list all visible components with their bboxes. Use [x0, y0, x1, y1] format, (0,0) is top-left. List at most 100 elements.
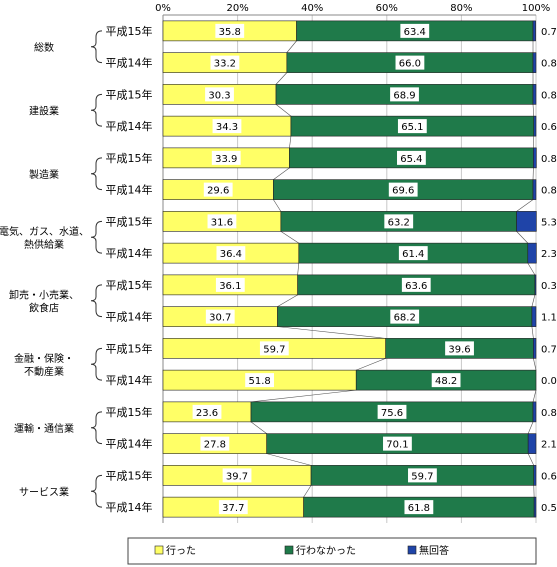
- group-label: 製造業: [29, 168, 59, 181]
- value-label: 0.8: [541, 90, 557, 101]
- value-label-bg: [397, 119, 427, 134]
- group-brace: [90, 157, 103, 191]
- value-label-bg: [212, 119, 242, 134]
- value-label: 0.7: [541, 27, 557, 38]
- value-label-bg: [222, 468, 252, 483]
- bar-segment: [532, 401, 537, 423]
- value-label: 68.9: [393, 90, 415, 101]
- value-label: 30.7: [209, 313, 231, 324]
- bar-segment: [532, 84, 537, 105]
- bar-segment: [534, 274, 537, 296]
- connector-line: [289, 136, 292, 148]
- value-label-bg: [539, 309, 557, 324]
- value-label-bg: [205, 87, 234, 102]
- value-label: 39.6: [448, 344, 470, 355]
- value-label-bg: [408, 468, 437, 483]
- value-label: 1.1: [541, 313, 557, 324]
- group-label: 建設業: [29, 104, 59, 117]
- value-label-bg: [539, 373, 557, 388]
- value-label-bg: [377, 404, 407, 419]
- legend: 行った 行わなかった 無回答: [127, 537, 537, 565]
- value-label: 0.8: [541, 408, 557, 419]
- value-label-bg: [215, 23, 245, 38]
- value-label-bg: [384, 214, 414, 229]
- bar-segment: [532, 179, 537, 200]
- value-label-bg: [398, 246, 428, 261]
- value-label-bg: [210, 55, 240, 70]
- bar-segment: [531, 306, 537, 327]
- x-tick-label: 100%: [522, 3, 551, 14]
- connector-line: [273, 167, 290, 180]
- group-brace: [90, 93, 103, 127]
- group-label: 総数: [34, 41, 54, 54]
- year-label: 平成14年: [106, 56, 153, 70]
- legend-swatch: [407, 545, 417, 555]
- bar-segment: [533, 496, 537, 518]
- value-label: 0.8: [541, 59, 557, 70]
- value-label: 63.4: [404, 27, 426, 38]
- bar-segment: [533, 115, 537, 137]
- bar-segment: [527, 242, 537, 264]
- bar-segment: [533, 147, 537, 169]
- year-label: 平成14年: [106, 119, 153, 133]
- connector-line: [275, 104, 292, 117]
- group-label: 電気、ガス、水道、: [0, 225, 89, 238]
- value-label: 33.9: [215, 154, 237, 165]
- bars: 35.8 63.4 0.7 33.2 66.0 0.8 30.3 68.9 0.8 34.3 65.…: [162, 20, 557, 518]
- connector-line: [273, 199, 282, 212]
- connector-line: [516, 231, 529, 244]
- group-label: 熱供給業: [24, 238, 64, 251]
- bar-segment: [527, 433, 537, 454]
- group-label: サービス業: [19, 485, 69, 498]
- value-label-bg: [445, 341, 474, 356]
- value-label: 39.7: [226, 471, 248, 482]
- value-label-bg: [539, 341, 557, 356]
- legend-box: [127, 537, 537, 565]
- group-label: 不動産業: [24, 365, 64, 378]
- value-label: 59.7: [263, 344, 285, 355]
- group-brace: [90, 30, 103, 64]
- value-label-bg: [401, 277, 431, 292]
- value-label-bg: [539, 214, 557, 229]
- value-label: 23.6: [196, 408, 218, 419]
- value-label-bg: [400, 23, 430, 38]
- value-label: 48.2: [435, 376, 457, 387]
- year-label: 平成14年: [106, 373, 153, 387]
- value-label: 70.1: [386, 440, 408, 451]
- value-label: 61.4: [402, 249, 424, 260]
- value-label: 65.1: [401, 122, 423, 133]
- year-label: 平成14年: [106, 246, 153, 260]
- value-label: 0.5: [541, 503, 557, 514]
- group-label: 飲食店: [29, 301, 59, 314]
- connector-line: [266, 453, 312, 466]
- value-label-bg: [390, 309, 420, 324]
- value-label-bg: [539, 404, 557, 419]
- value-label-bg: [390, 87, 419, 102]
- value-label-bg: [539, 500, 557, 515]
- value-label: 2.3: [541, 249, 557, 260]
- value-label: 29.6: [207, 186, 229, 197]
- y-axis-labels: 平成15年平成14年総数平成15年平成14年建設業平成15年平成14年製造業平成…: [0, 24, 153, 514]
- value-label: 0.7: [541, 344, 557, 355]
- group-brace: [90, 474, 103, 508]
- value-label: 0.6: [541, 471, 557, 482]
- value-label-bg: [539, 55, 557, 70]
- value-label: 2.1: [541, 440, 557, 451]
- value-label: 68.2: [394, 313, 416, 324]
- value-label: 69.6: [392, 186, 414, 197]
- year-label: 平成15年: [106, 341, 153, 355]
- x-tick-label: 80%: [450, 3, 472, 14]
- value-label-bg: [245, 373, 275, 388]
- value-label: 0.8: [541, 154, 557, 165]
- value-label-bg: [192, 404, 222, 419]
- value-label-bg: [215, 277, 245, 292]
- connector-line: [250, 389, 357, 403]
- year-label: 平成15年: [106, 468, 153, 482]
- connector-line: [286, 40, 297, 53]
- value-label: 37.7: [222, 503, 244, 514]
- value-label-bg: [539, 150, 557, 165]
- value-label: 34.3: [216, 122, 238, 133]
- bar-segment: [533, 338, 537, 359]
- value-label: 33.2: [214, 59, 236, 70]
